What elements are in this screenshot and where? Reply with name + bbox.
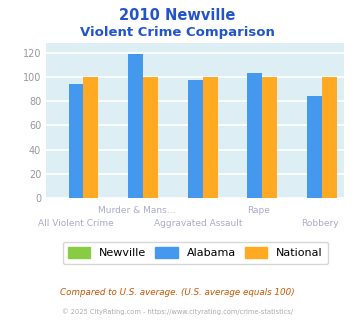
Bar	[83, 77, 98, 198]
Text: Compared to U.S. average. (U.S. average equals 100): Compared to U.S. average. (U.S. average …	[60, 287, 295, 297]
Bar	[69, 84, 83, 198]
Text: All Violent Crime: All Violent Crime	[38, 219, 114, 228]
Text: Robbery: Robbery	[301, 219, 339, 228]
Bar	[203, 77, 218, 198]
Bar	[307, 96, 322, 198]
Text: Rape: Rape	[248, 206, 271, 215]
Legend: Newville, Alabama, National: Newville, Alabama, National	[62, 242, 328, 264]
Bar	[188, 81, 203, 198]
Bar	[143, 77, 158, 198]
Text: © 2025 CityRating.com - https://www.cityrating.com/crime-statistics/: © 2025 CityRating.com - https://www.city…	[62, 309, 293, 315]
Bar	[247, 73, 262, 198]
Text: Murder & Mans...: Murder & Mans...	[98, 206, 176, 215]
Text: Violent Crime Comparison: Violent Crime Comparison	[80, 26, 275, 39]
Text: 2010 Newville: 2010 Newville	[119, 8, 236, 23]
Bar	[262, 77, 277, 198]
Text: Aggravated Assault: Aggravated Assault	[154, 219, 242, 228]
Bar	[322, 77, 337, 198]
Bar	[128, 54, 143, 198]
